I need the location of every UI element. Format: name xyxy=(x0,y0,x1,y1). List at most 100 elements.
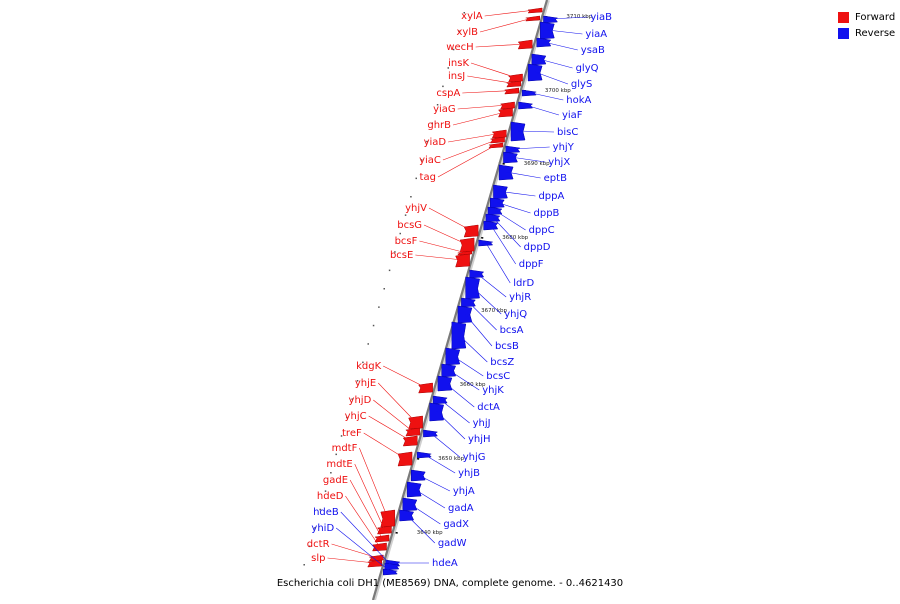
axis-dot xyxy=(399,232,401,235)
tick-label: 3660 kbp xyxy=(460,382,486,388)
gene-leader-line xyxy=(430,432,460,458)
gene-leader-line xyxy=(494,210,526,231)
leader-layer xyxy=(327,9,588,572)
gene-leader-line xyxy=(406,514,436,544)
gene-leader-line xyxy=(448,369,480,391)
gene-label: gadE xyxy=(323,475,348,486)
reverse-gene-block xyxy=(451,321,467,350)
gene-layer xyxy=(367,7,559,576)
reverse-gene-block xyxy=(423,429,439,438)
gene-leader-line xyxy=(415,254,463,261)
gene-leader-line xyxy=(331,543,377,558)
gene-leader-line xyxy=(378,382,416,423)
reverse-gene-block xyxy=(411,469,426,482)
gene-leader-line xyxy=(335,527,391,572)
gene-leader-line xyxy=(423,224,468,245)
gene-label: yiaB xyxy=(590,12,612,23)
forward-gene-block xyxy=(371,542,387,552)
axis-dot xyxy=(303,564,305,566)
gene-label: yiaD xyxy=(424,137,447,148)
gene-label: yiaF xyxy=(562,110,583,121)
axis-dot xyxy=(340,435,343,437)
gene-label: bcsG xyxy=(397,220,422,231)
reverse-gene-block xyxy=(493,184,508,200)
gene-label: glyQ xyxy=(576,63,599,74)
reverse-gene-block xyxy=(543,15,559,24)
gene-label: xylB xyxy=(457,27,479,38)
forward-gene-block xyxy=(380,509,396,528)
gene-label: yhjD xyxy=(349,395,372,406)
gene-label: bcsC xyxy=(486,371,510,382)
gene-label: hdeD xyxy=(317,491,344,502)
map-caption: Escherichia coli DH1 (ME8569) DNA, compl… xyxy=(276,578,624,589)
gene-label: kdgK xyxy=(356,361,381,372)
gene-leader-line xyxy=(458,334,488,363)
gene-label: yhjA xyxy=(453,486,475,497)
gene-label: yhjK xyxy=(482,385,504,396)
gene-leader-line xyxy=(414,488,446,509)
axis-dot xyxy=(394,251,396,253)
gene-label: yhjE xyxy=(355,378,376,389)
axis-dot xyxy=(367,343,369,345)
reverse-gene-block xyxy=(461,297,476,308)
gene-leader-line xyxy=(506,171,541,179)
gene-label: insJ xyxy=(448,71,465,82)
forward-gene-block xyxy=(418,382,433,394)
gene-leader-line xyxy=(490,224,516,265)
gene-label: dppA xyxy=(538,191,564,202)
gene-leader-line xyxy=(452,111,506,126)
gene-label: ysaB xyxy=(581,45,605,56)
gene-leader-line xyxy=(467,75,514,84)
gene-label: yhjR xyxy=(509,292,531,303)
axis-dot xyxy=(378,306,380,308)
gene-label: gadX xyxy=(443,519,469,530)
forward-gene-block xyxy=(374,534,390,543)
tick-label: 3670 kbp xyxy=(481,308,507,314)
reverse-gene-block xyxy=(383,568,398,576)
tick-label: 3690 kbp xyxy=(524,161,550,167)
gene-leader-line xyxy=(349,479,383,539)
reverse-gene-block xyxy=(505,145,521,154)
axis-dot xyxy=(372,324,375,327)
gene-leader-line xyxy=(448,133,500,143)
reverse-gene-block xyxy=(531,53,547,66)
gene-leader-line xyxy=(442,139,498,161)
gene-leader-line xyxy=(510,156,546,163)
gene-leader-line xyxy=(470,62,516,78)
gene-leader-line xyxy=(419,240,465,253)
forward-gene-block xyxy=(408,415,423,430)
gene-label: yhiD xyxy=(311,523,334,534)
gene-label: bcsZ xyxy=(490,357,514,368)
gene-leader-line xyxy=(475,43,526,48)
gene-label: bcsE xyxy=(390,250,413,261)
axis-dot xyxy=(346,416,348,419)
reverse-gene-block xyxy=(457,305,473,324)
label-layer: xylA xylB wecH insK insJ cspA yiaG ghrB yiaD yiaC… xyxy=(307,11,612,569)
gene-label: glyS xyxy=(571,79,592,90)
reverse-gene-block xyxy=(384,562,400,571)
forward-gene-block xyxy=(527,7,543,14)
legend-forward: Forward xyxy=(838,9,895,25)
gene-label: yhjX xyxy=(548,157,570,168)
gene-leader-line xyxy=(518,130,555,133)
gene-label: hdeB xyxy=(313,507,339,518)
forward-gene-block xyxy=(517,39,533,50)
gene-leader-line xyxy=(512,146,550,150)
gene-label: yhjH xyxy=(468,434,491,445)
gene-leader-line xyxy=(529,92,564,101)
forward-gene-block xyxy=(525,15,541,22)
gene-label: bisC xyxy=(557,127,578,138)
gene-label: slp xyxy=(311,553,325,564)
gene-leader-line xyxy=(437,144,497,178)
gene-label: treF xyxy=(342,428,362,439)
gene-leader-line xyxy=(363,432,406,459)
gene-leader-line xyxy=(485,242,511,284)
gene-leader-line xyxy=(327,557,375,564)
reverse-gene-block xyxy=(485,213,501,223)
reverse-gene-block xyxy=(465,276,480,300)
tick-label: 3710 kbp xyxy=(566,14,592,20)
gene-label: mdtF xyxy=(332,443,358,454)
gene-leader-line xyxy=(538,58,573,69)
reverse-gene-block xyxy=(490,197,505,209)
